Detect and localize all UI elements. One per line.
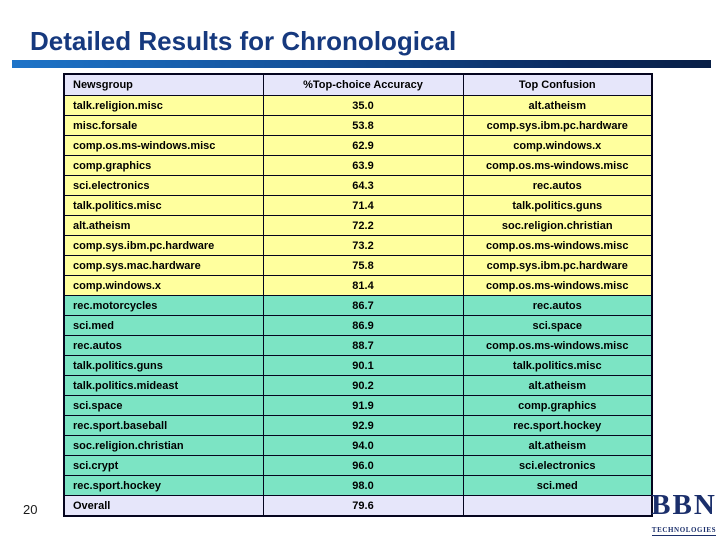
table-row: comp.windows.x 81.4 comp.os.ms-windows.mis…: [63, 275, 653, 296]
confusion-cell: rec.autos: [462, 175, 653, 196]
accuracy-cell: 98.0: [262, 475, 464, 496]
overall-confusion-cell: [462, 495, 653, 517]
newsgroup-cell: sci.crypt: [63, 455, 264, 476]
accuracy-cell: 81.4: [262, 275, 464, 296]
newsgroup-cell: comp.sys.mac.hardware: [63, 255, 264, 276]
table-row: rec.autos 88.7 comp.os.ms-windows.misc: [63, 335, 653, 356]
table-row: rec.sport.baseball 92.9 rec.sport.hockey: [63, 415, 653, 436]
table-row: rec.motorcycles 86.7 rec.autos: [63, 295, 653, 316]
confusion-cell: comp.os.ms-windows.misc: [462, 235, 653, 256]
accuracy-cell: 72.2: [262, 215, 464, 236]
newsgroup-cell: talk.religion.misc: [63, 95, 264, 116]
overall-accuracy-cell: 79.6: [262, 495, 464, 517]
bbn-technologies-logo: BBN TECHNOLOGIES: [650, 491, 718, 537]
accuracy-cell: 35.0: [262, 95, 464, 116]
table-row: soc.religion.christian 94.0 alt.atheism: [63, 435, 653, 456]
newsgroup-cell: rec.motorcycles: [63, 295, 264, 316]
confusion-cell: comp.os.ms-windows.misc: [462, 155, 653, 176]
newsgroup-cell: sci.space: [63, 395, 264, 416]
table-row: rec.sport.hockey 98.0 sci.med: [63, 475, 653, 496]
confusion-cell: soc.religion.christian: [462, 215, 653, 236]
newsgroup-cell: talk.politics.mideast: [63, 375, 264, 396]
confusion-cell: comp.os.ms-windows.misc: [462, 275, 653, 296]
table-row: comp.sys.mac.hardware 75.8 comp.sys.ibm.pc…: [63, 255, 653, 276]
confusion-cell: rec.sport.hockey: [462, 415, 653, 436]
accuracy-cell: 86.7: [262, 295, 464, 316]
accuracy-cell: 88.7: [262, 335, 464, 356]
newsgroup-cell: sci.electronics: [63, 175, 264, 196]
accuracy-cell: 64.3: [262, 175, 464, 196]
newsgroup-cell: talk.politics.guns: [63, 355, 264, 376]
table-row: talk.politics.guns 90.1 talk.politics.misc: [63, 355, 653, 376]
newsgroup-cell: rec.sport.baseball: [63, 415, 264, 436]
confusion-cell: talk.politics.misc: [462, 355, 653, 376]
accuracy-cell: 92.9: [262, 415, 464, 436]
newsgroup-cell: comp.sys.ibm.pc.hardware: [63, 235, 264, 256]
table-row: comp.sys.ibm.pc.hardware 73.2 comp.os.ms-w…: [63, 235, 653, 256]
confusion-cell: sci.med: [462, 475, 653, 496]
table-row: comp.graphics 63.9 comp.os.ms-windows.misc: [63, 155, 653, 176]
table-row: talk.religion.misc 35.0 alt.atheism: [63, 95, 653, 116]
accuracy-cell: 73.2: [262, 235, 464, 256]
table-row: alt.atheism 72.2 soc.religion.christian: [63, 215, 653, 236]
bbn-logo-tagline: TECHNOLOGIES: [651, 526, 717, 536]
newsgroup-cell: comp.windows.x: [63, 275, 264, 296]
table-row: misc.forsale 53.8 comp.sys.ibm.pc.hardware: [63, 115, 653, 136]
accuracy-cell: 75.8: [262, 255, 464, 276]
newsgroup-cell: soc.religion.christian: [63, 435, 264, 456]
overall-row: Overall 79.6: [63, 495, 653, 517]
col-header-newsgroup: Newsgroup: [63, 73, 264, 96]
slide-page-number: 20: [23, 502, 38, 517]
newsgroup-cell: sci.med: [63, 315, 264, 336]
table-row: sci.med 86.9 sci.space: [63, 315, 653, 336]
confusion-cell: alt.atheism: [462, 95, 653, 116]
newsgroup-cell: comp.os.ms-windows.misc: [63, 135, 264, 156]
accuracy-cell: 71.4: [262, 195, 464, 216]
accuracy-cell: 62.9: [262, 135, 464, 156]
accuracy-cell: 53.8: [262, 115, 464, 136]
header-row: Newsgroup %Top-choice Accuracy Top Confu…: [63, 73, 653, 96]
col-header-accuracy: %Top-choice Accuracy: [262, 73, 464, 96]
confusion-cell: comp.graphics: [462, 395, 653, 416]
table-row: sci.electronics 64.3 rec.autos: [63, 175, 653, 196]
newsgroup-cell: comp.graphics: [63, 155, 264, 176]
table-row: sci.crypt 96.0 sci.electronics: [63, 455, 653, 476]
results-table: Newsgroup %Top-choice Accuracy Top Confu…: [63, 73, 653, 517]
accuracy-cell: 94.0: [262, 435, 464, 456]
accuracy-cell: 90.1: [262, 355, 464, 376]
confusion-cell: comp.windows.x: [462, 135, 653, 156]
confusion-cell: alt.atheism: [462, 375, 653, 396]
newsgroup-cell: rec.autos: [63, 335, 264, 356]
newsgroup-cell: talk.politics.misc: [63, 195, 264, 216]
confusion-cell: comp.sys.ibm.pc.hardware: [462, 255, 653, 276]
table-row: talk.politics.misc 71.4 talk.politics.guns: [63, 195, 653, 216]
results-table-container: Newsgroup %Top-choice Accuracy Top Confu…: [63, 73, 653, 517]
accuracy-cell: 63.9: [262, 155, 464, 176]
confusion-cell: talk.politics.guns: [462, 195, 653, 216]
accuracy-cell: 91.9: [262, 395, 464, 416]
page-title: Detailed Results for Chronological: [30, 26, 457, 56]
newsgroup-cell: misc.forsale: [63, 115, 264, 136]
accuracy-cell: 86.9: [262, 315, 464, 336]
newsgroup-cell: rec.sport.hockey: [63, 475, 264, 496]
col-header-confusion: Top Confusion: [462, 73, 653, 96]
confusion-cell: sci.space: [462, 315, 653, 336]
confusion-cell: alt.atheism: [462, 435, 653, 456]
newsgroup-cell: alt.atheism: [63, 215, 264, 236]
accuracy-cell: 96.0: [262, 455, 464, 476]
overall-label-cell: Overall: [63, 495, 264, 517]
title-divider-bar: [12, 60, 711, 68]
bbn-logo-wordmark: BBN: [651, 489, 717, 521]
confusion-cell: comp.sys.ibm.pc.hardware: [462, 115, 653, 136]
accuracy-cell: 90.2: [262, 375, 464, 396]
confusion-cell: sci.electronics: [462, 455, 653, 476]
confusion-cell: rec.autos: [462, 295, 653, 316]
table-row: sci.space 91.9 comp.graphics: [63, 395, 653, 416]
confusion-cell: comp.os.ms-windows.misc: [462, 335, 653, 356]
table-row: talk.politics.mideast 90.2 alt.atheism: [63, 375, 653, 396]
table-row: comp.os.ms-windows.misc 62.9 comp.windows.…: [63, 135, 653, 156]
